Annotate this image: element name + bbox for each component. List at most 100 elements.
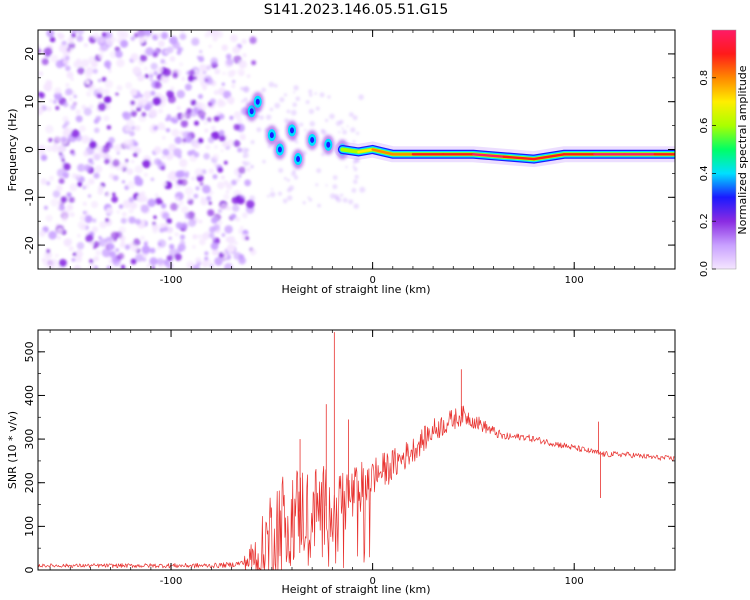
x-tick-label: -100 (160, 576, 183, 587)
noise-speck (234, 241, 238, 245)
noise-speck (101, 32, 107, 38)
noise-speck (179, 33, 187, 40)
noise-speck (94, 165, 103, 173)
noise-speck (120, 31, 129, 39)
noise-speck (279, 97, 285, 103)
noise-speck (116, 85, 123, 91)
y-tick-label: -20 (23, 236, 36, 254)
spectrogram-noise (38, 30, 366, 269)
snr-x-ticks: -100 0 100 (49, 330, 676, 587)
noise-speck (213, 224, 220, 231)
noise-speck (329, 193, 336, 199)
noise-speck (308, 108, 315, 115)
noise-speck (238, 228, 244, 234)
noise-speck (46, 30, 55, 38)
noise-speck (164, 49, 169, 55)
noise-speck (63, 50, 69, 56)
noise-speck (149, 74, 154, 78)
noise-speck (234, 216, 241, 222)
noise-speck (79, 125, 86, 132)
noise-speck (241, 38, 247, 45)
noise-speck (149, 257, 158, 266)
noise-speck (135, 218, 141, 225)
noise-speck (122, 211, 127, 217)
noise-speck (76, 35, 84, 42)
noise-speck (184, 214, 190, 219)
noise-speck (104, 79, 114, 89)
noise-speck (358, 94, 364, 100)
noise-speck (307, 196, 310, 199)
noise-speck (199, 182, 204, 186)
noise-speck (134, 125, 141, 132)
noise-speck (286, 109, 291, 114)
noise-speck (224, 181, 231, 188)
noise-speck (45, 214, 53, 222)
noise-speck (65, 55, 70, 61)
colorbar-gradient (712, 30, 736, 269)
noise-speck (71, 129, 80, 138)
noise-speck (212, 153, 220, 161)
noise-speck (50, 198, 59, 207)
noise-speck (233, 111, 242, 119)
noise-speck (98, 236, 102, 240)
noise-speck (151, 223, 157, 230)
noise-speck (58, 259, 67, 267)
noise-speck (176, 90, 185, 99)
noise-speck (57, 227, 64, 234)
noise-speck (95, 250, 102, 256)
noise-speck (226, 58, 234, 66)
noise-speck (146, 263, 152, 269)
noise-speck (207, 30, 215, 36)
noise-speck (54, 87, 62, 95)
noise-speck (187, 150, 193, 156)
noise-speck (130, 36, 136, 41)
noise-speck (354, 157, 360, 163)
noise-speck (67, 36, 75, 44)
noise-speck (336, 197, 342, 203)
noise-speck (113, 175, 119, 181)
noise-speck (66, 71, 74, 79)
noise-speck (170, 202, 179, 211)
noise-speck (91, 151, 101, 161)
noise-speck (182, 131, 191, 140)
y-tick-label: 200 (23, 472, 36, 493)
colorbar-tick-label: 0.4 (699, 165, 710, 181)
noise-speck (209, 98, 216, 105)
noise-speck (57, 265, 63, 269)
noise-speck (316, 168, 322, 174)
noise-speck (59, 154, 65, 160)
noise-speck (180, 178, 188, 186)
noise-speck (342, 197, 348, 203)
noise-speck (208, 168, 214, 174)
noise-speck (190, 99, 197, 106)
noise-speck (83, 43, 88, 48)
noise-speck (120, 264, 126, 269)
noise-speck (134, 147, 142, 155)
noise-speck (153, 70, 158, 76)
noise-speck (212, 237, 216, 242)
noise-speck (45, 125, 54, 134)
x-tick-label: 0 (369, 576, 375, 587)
noise-speck (70, 77, 74, 81)
noise-speck (134, 165, 143, 174)
noise-speck (319, 92, 325, 98)
snr-spikes (299, 332, 601, 512)
noise-speck (222, 250, 226, 254)
noise-speck (158, 40, 165, 48)
noise-speck (122, 161, 129, 168)
noise-speck (243, 155, 246, 158)
noise-speck (324, 118, 329, 123)
noise-speck (170, 86, 175, 91)
noise-speck (160, 203, 167, 209)
noise-speck (138, 37, 146, 44)
spectrogram-y-label: Frequency (Hz) (6, 109, 19, 192)
noise-speck (67, 127, 73, 133)
noise-speck (98, 53, 104, 59)
noise-speck (236, 177, 240, 182)
noise-speck (61, 209, 70, 218)
noise-speck (288, 185, 295, 191)
noise-speck (129, 130, 135, 137)
noise-speck (54, 92, 62, 101)
noise-speck (86, 91, 92, 97)
noise-speck (305, 100, 310, 105)
